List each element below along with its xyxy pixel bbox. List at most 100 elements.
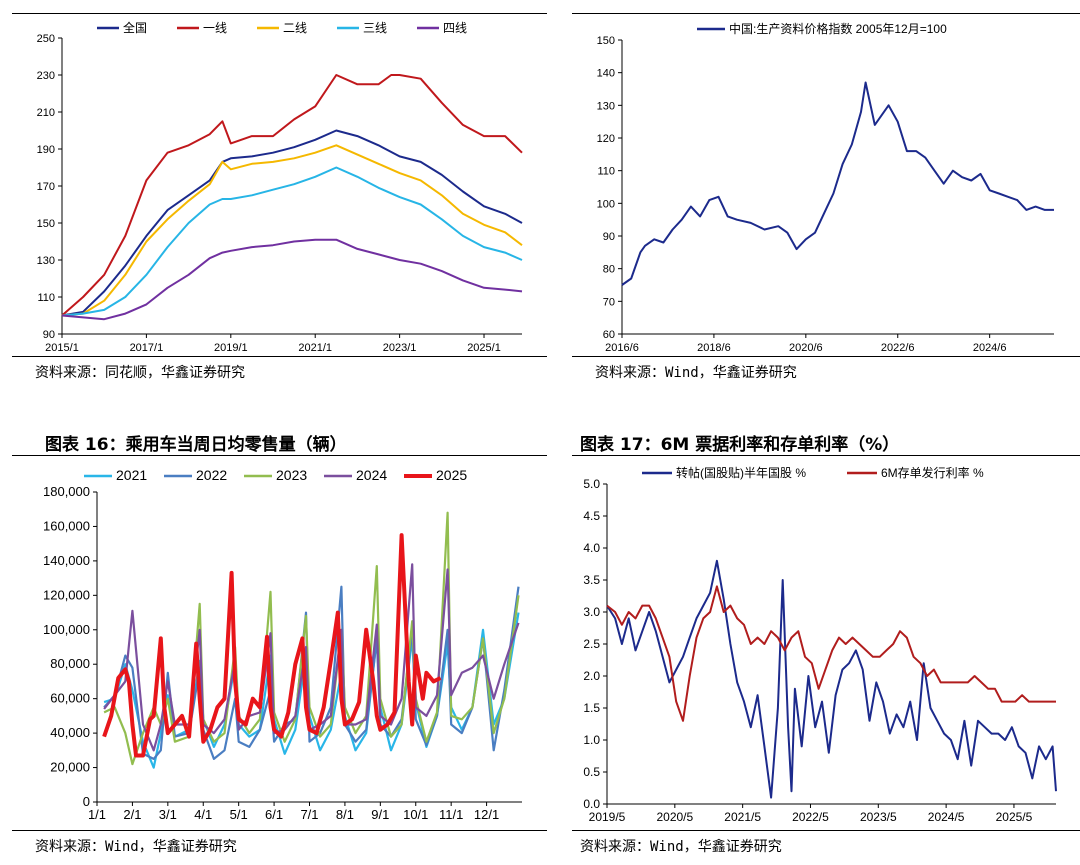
x-tick-label: 2019/1 — [214, 342, 248, 354]
panel3-bottom-divider — [12, 830, 547, 831]
legend-label: 二线 — [283, 21, 307, 35]
series-line-一线 — [61, 74, 523, 317]
y-tick-label: 70 — [603, 296, 615, 308]
legend-label: 2021 — [116, 467, 147, 483]
legend-label: 四线 — [443, 21, 467, 35]
x-tick-label: 2021/5 — [724, 810, 761, 824]
y-tick-label: 140,000 — [43, 553, 90, 568]
panel4-bottom-divider — [572, 830, 1080, 831]
y-tick-label: 3.0 — [583, 605, 600, 619]
y-tick-label: 0.5 — [583, 765, 600, 779]
series-line-四线 — [61, 238, 523, 321]
y-tick-label: 60,000 — [50, 691, 90, 706]
y-tick-label: 1.5 — [583, 701, 600, 715]
y-tick-label: 100 — [597, 198, 615, 210]
x-tick-label: 2025/5 — [996, 810, 1033, 824]
source-note-2: 资料来源：Wind，华鑫证券研究 — [595, 365, 797, 381]
x-tick-label: 2022/6 — [881, 342, 915, 354]
x-tick-label: 2015/1 — [45, 342, 79, 354]
y-tick-label: 100,000 — [43, 622, 90, 637]
source-note-1: 资料来源：同花顺，华鑫证券研究 — [35, 365, 245, 381]
chart-city-tier-index: 90 110 130 150 170 190 210 230 250 2015/1 2017/1 20… — [37, 20, 523, 354]
x-tick-label: 2022/5 — [792, 810, 829, 824]
x-tick-label: 9/1 — [371, 807, 389, 822]
y-tick-label: 40,000 — [50, 725, 90, 740]
x-tick-label: 10/1 — [403, 807, 428, 822]
series-line-2024 — [103, 563, 520, 752]
source-note-3: 资料来源：Wind，华鑫证券研究 — [35, 839, 237, 855]
top-divider-left — [12, 13, 547, 14]
x-tick-label: 8/1 — [336, 807, 354, 822]
y-tick-label: 150 — [597, 35, 615, 47]
x-tick-label: 4/1 — [194, 807, 212, 822]
series-line-6M存单发行利率 % — [606, 585, 1056, 722]
top-divider-right — [572, 13, 1080, 14]
figure-17-caption: 图表 17：6M 票据利率和存单利率（%） — [580, 435, 900, 455]
y-tick-label: 90 — [603, 231, 615, 243]
chart-production-price-index: 60 70 80 90 100 110 120 130 140 150 2016/6 2018/6 20… — [597, 21, 1054, 354]
source-note-4: 资料来源：Wind，华鑫证券研究 — [580, 839, 782, 855]
chart-bill-cd-rates: 0.0 0.5 1.0 1.5 2.0 2.5 3.0 3.5 4.0 4.5 5.0 2019/5 2… — [583, 465, 1057, 824]
panel1-bottom-divider — [12, 356, 547, 357]
x-tick-label: 7/1 — [300, 807, 318, 822]
legend-label: 2022 — [196, 467, 227, 483]
legend-label: 三线 — [363, 21, 387, 35]
x-tick-label: 2023/5 — [860, 810, 897, 824]
y-tick-label: 0.0 — [583, 797, 600, 811]
y-tick-label: 1.0 — [583, 733, 600, 747]
y-tick-label: 150 — [37, 218, 55, 230]
legend-label: 一线 — [203, 21, 227, 35]
y-tick-label: 190 — [37, 144, 55, 156]
y-tick-label: 90 — [43, 329, 55, 341]
y-tick-label: 130 — [37, 255, 55, 267]
y-tick-label: 160,000 — [43, 518, 90, 533]
series-line-二线 — [61, 144, 523, 317]
y-tick-label: 170 — [37, 181, 55, 193]
y-tick-label: 2.0 — [583, 669, 600, 683]
y-tick-label: 230 — [37, 70, 55, 82]
x-tick-label: 2016/6 — [605, 342, 639, 354]
legend-label: 2024 — [356, 467, 387, 483]
x-tick-label: 2019/5 — [589, 810, 626, 824]
legend-label: 转帖(国股贴)半年国股 % — [676, 465, 806, 480]
x-tick-label: 12/1 — [474, 807, 499, 822]
x-tick-label: 2/1 — [123, 807, 141, 822]
y-tick-label: 2.5 — [583, 637, 600, 651]
x-tick-label: 2020/6 — [789, 342, 823, 354]
chart-panel-passenger-car-retail: 0 20,000 40,000 60,000 80,000 100,000 120,000 1… — [12, 456, 547, 828]
x-tick-label: 2024/5 — [928, 810, 965, 824]
x-tick-label: 11/1 — [439, 807, 463, 822]
y-tick-label: 180,000 — [43, 484, 90, 499]
series-line-转帖(国股贴)半年国股 % — [606, 559, 1057, 799]
legend-label: 6M存单发行利率 % — [881, 465, 984, 480]
series-line-三线 — [61, 166, 523, 317]
panel4-top-divider — [572, 455, 1080, 456]
chart-panel-bill-cd-rates: 0.0 0.5 1.0 1.5 2.0 2.5 3.0 3.5 4.0 4.5 5.0 2019/5 2… — [572, 456, 1080, 828]
legend-label: 2023 — [276, 467, 307, 483]
x-tick-label: 2020/5 — [656, 810, 693, 824]
x-tick-label: 5/1 — [230, 807, 248, 822]
y-tick-label: 5.0 — [583, 477, 600, 491]
panel3-top-divider — [12, 455, 547, 456]
y-tick-label: 250 — [37, 33, 55, 45]
y-tick-label: 80 — [603, 264, 615, 276]
y-tick-label: 0 — [83, 794, 90, 809]
chart-panel-production-price-index: 60 70 80 90 100 110 120 130 140 150 2016/6 2018/6 20… — [572, 14, 1080, 354]
y-tick-label: 80,000 — [50, 656, 90, 671]
x-tick-label: 2021/1 — [298, 342, 332, 354]
series-line-全国 — [61, 129, 523, 317]
x-tick-label: 3/1 — [159, 807, 177, 822]
y-tick-label: 4.0 — [583, 541, 600, 555]
x-tick-label: 2017/1 — [130, 342, 164, 354]
x-tick-label: 2018/6 — [697, 342, 731, 354]
y-tick-label: 120,000 — [43, 587, 90, 602]
chart-passenger-car-retail: 0 20,000 40,000 60,000 80,000 100,000 120,000 1… — [43, 467, 522, 822]
x-tick-label: 2025/1 — [467, 342, 501, 354]
y-tick-label: 20,000 — [50, 760, 90, 775]
panel2-bottom-divider — [572, 356, 1080, 357]
x-tick-label: 2024/6 — [973, 342, 1007, 354]
y-tick-label: 120 — [597, 133, 615, 145]
series-line-2025 — [102, 533, 442, 758]
x-tick-label: 2023/1 — [383, 342, 417, 354]
series-line-中国:生产资料价格指数 2005年12月=100 — [621, 81, 1054, 286]
